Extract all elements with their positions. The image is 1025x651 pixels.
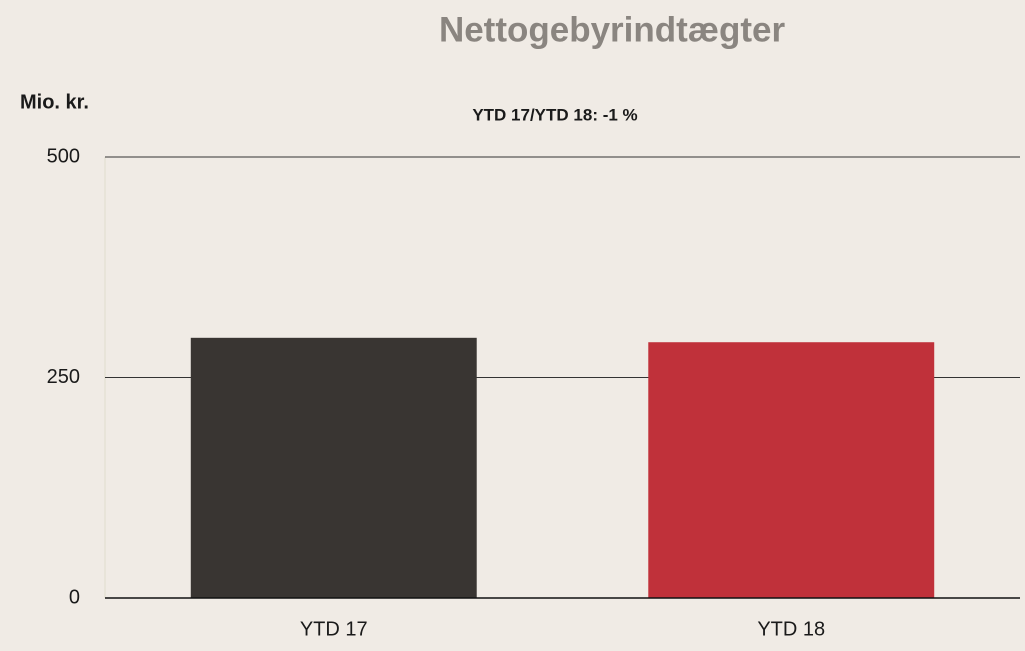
annotation: YTD 17/YTD 18: -1 % — [472, 105, 637, 124]
y-tick-label: 0 — [69, 586, 80, 608]
y-tick-label: 250 — [47, 366, 80, 388]
chart-title: Nettogebyrindtægter — [439, 10, 786, 49]
x-tick-label: YTD 17 — [300, 618, 368, 640]
bar — [190, 337, 477, 598]
y-axis-label: Mio. kr. — [20, 91, 89, 113]
y-tick-label: 500 — [47, 145, 80, 167]
x-tick-label: YTD 18 — [757, 618, 825, 640]
bar — [648, 342, 935, 598]
